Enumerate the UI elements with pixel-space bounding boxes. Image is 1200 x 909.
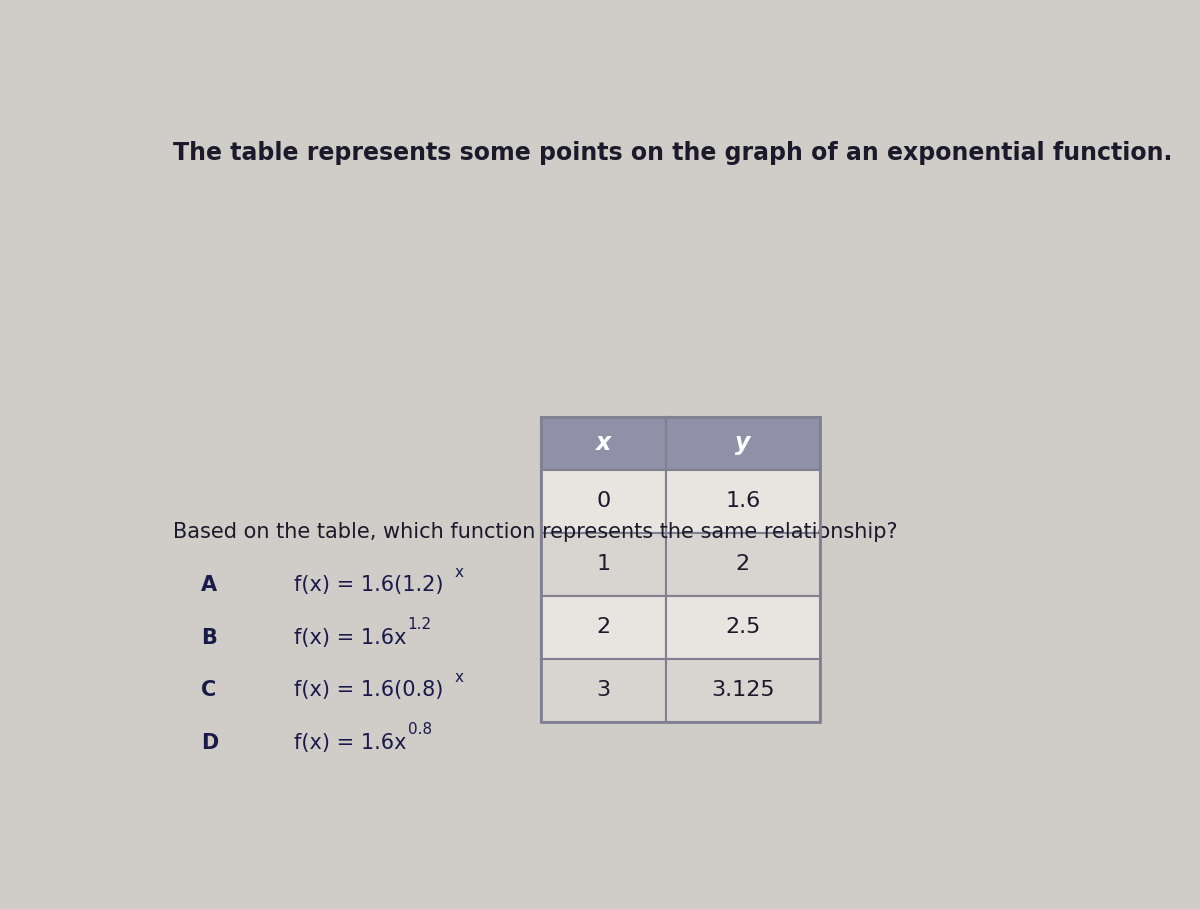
- Bar: [540, 595, 666, 658]
- Bar: [666, 470, 820, 533]
- Text: Based on the table, which function represents the same relationship?: Based on the table, which function repre…: [173, 522, 898, 542]
- Text: 3: 3: [596, 680, 611, 700]
- Bar: [540, 417, 666, 470]
- Text: 2.5: 2.5: [725, 617, 761, 637]
- Text: f(x) = 1.6(0.8): f(x) = 1.6(0.8): [294, 680, 444, 700]
- Text: x: x: [455, 564, 464, 580]
- Text: A: A: [202, 575, 217, 595]
- Text: B: B: [202, 627, 217, 647]
- Text: 1: 1: [596, 554, 611, 574]
- Text: 2: 2: [736, 554, 750, 574]
- Text: 0.8: 0.8: [408, 723, 432, 737]
- Bar: [540, 658, 666, 722]
- Bar: [666, 417, 820, 470]
- Text: 0: 0: [596, 491, 611, 511]
- Text: x: x: [595, 431, 611, 455]
- Text: x: x: [455, 670, 464, 684]
- Bar: [666, 658, 820, 722]
- Text: f(x) = 1.6x: f(x) = 1.6x: [294, 733, 407, 753]
- Text: f(x) = 1.6x: f(x) = 1.6x: [294, 627, 407, 647]
- Text: 1.2: 1.2: [408, 617, 432, 633]
- Text: f(x) = 1.6(1.2): f(x) = 1.6(1.2): [294, 575, 444, 595]
- Text: The table represents some points on the graph of an exponential function.: The table represents some points on the …: [173, 141, 1172, 165]
- Bar: [540, 470, 666, 533]
- Text: 1.6: 1.6: [725, 491, 761, 511]
- Bar: [666, 533, 820, 595]
- Bar: [666, 595, 820, 658]
- Text: 2: 2: [596, 617, 611, 637]
- Bar: [540, 533, 666, 595]
- Text: 3.125: 3.125: [712, 680, 775, 700]
- Bar: [540, 417, 820, 722]
- Text: D: D: [202, 733, 218, 753]
- Text: C: C: [202, 680, 216, 700]
- Text: y: y: [736, 431, 750, 455]
